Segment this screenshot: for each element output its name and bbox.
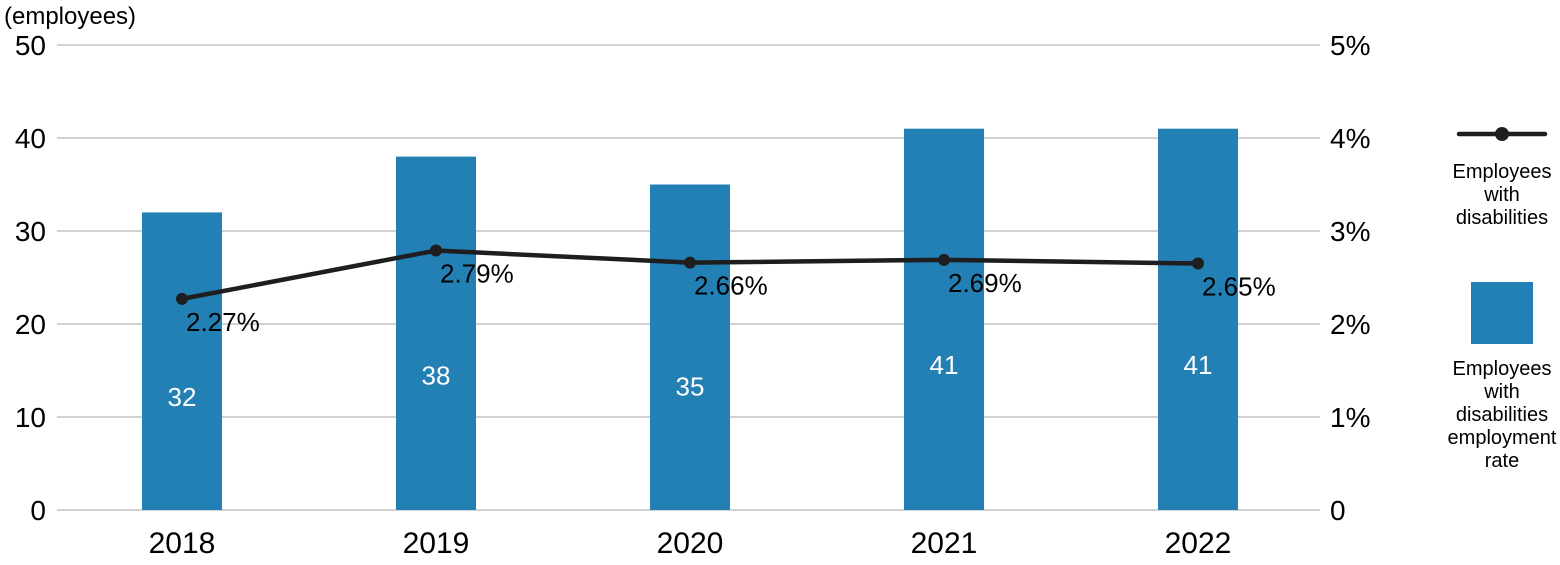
rate-point-2018 — [176, 292, 188, 305]
right-axis-tick-label: 2% — [1330, 309, 1370, 340]
rate-label-2022: 2.65% — [1202, 272, 1276, 302]
right-axis-tick-label: 3% — [1330, 216, 1370, 247]
bar-2020 — [650, 184, 730, 510]
x-tick-label-2020: 2020 — [657, 527, 724, 560]
rate-point-2022 — [1192, 257, 1204, 270]
left-axis-tick-label: 30 — [15, 216, 46, 247]
bar-2021 — [904, 128, 984, 510]
bar-2018 — [142, 212, 222, 510]
x-tick-label-2021: 2021 — [911, 527, 978, 560]
left-axis-tick-label: 20 — [15, 309, 46, 340]
bar-2019 — [396, 156, 476, 510]
rate-point-2021 — [938, 253, 950, 266]
bar-2022 — [1158, 128, 1238, 510]
rate-label-2019: 2.79% — [440, 259, 514, 289]
right-axis-tick-label: 5% — [1330, 30, 1370, 61]
x-tick-label-2018: 2018 — [149, 527, 216, 560]
x-tick-label-2019: 2019 — [403, 527, 470, 560]
left-axis-tick-label: 50 — [15, 30, 46, 61]
left-axis-tick-label: 10 — [15, 402, 46, 433]
rate-point-2020 — [684, 256, 696, 269]
right-axis-tick-label: 0 — [1330, 495, 1346, 526]
bar-value-label-2020: 35 — [676, 371, 705, 401]
rate-label-2021: 2.69% — [948, 268, 1022, 298]
bar-value-label-2022: 41 — [1184, 350, 1213, 380]
bar-value-label-2018: 32 — [168, 382, 197, 412]
rate-point-2019 — [430, 244, 442, 257]
rate-label-2020: 2.66% — [694, 271, 768, 301]
bar-value-label-2019: 38 — [422, 361, 451, 391]
left-axis-tick-label: 0 — [30, 495, 46, 526]
x-tick-label-2022: 2022 — [1165, 527, 1232, 560]
bar-value-label-2021: 41 — [930, 350, 959, 380]
rate-label-2018: 2.27% — [186, 307, 260, 337]
left-axis-tick-label: 40 — [15, 123, 46, 154]
right-axis-tick-label: 4% — [1330, 123, 1370, 154]
right-axis-tick-label: 1% — [1330, 402, 1370, 433]
left-axis-title: (employees) — [4, 3, 137, 30]
